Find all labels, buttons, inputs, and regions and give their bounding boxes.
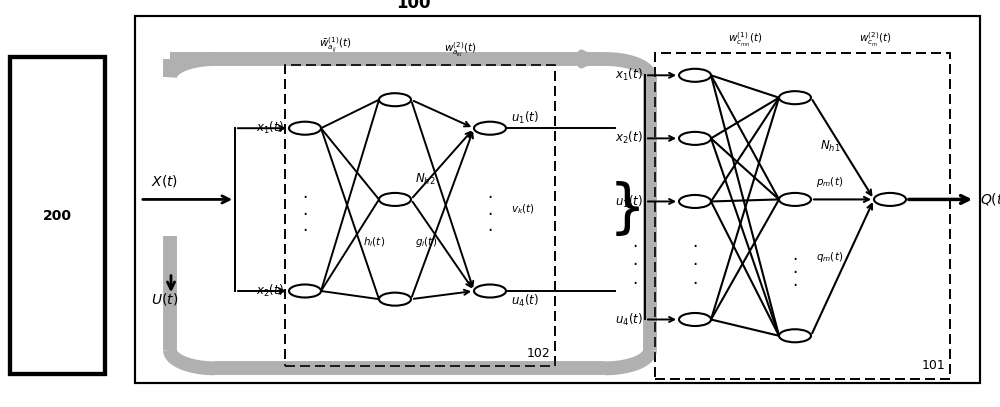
- Text: $h_i(t)$: $h_i(t)$: [363, 235, 385, 249]
- Text: $u_4(t)$: $u_4(t)$: [615, 311, 643, 328]
- Text: $U(t)$: $U(t)$: [151, 291, 179, 307]
- Circle shape: [289, 284, 321, 298]
- Text: .: .: [692, 270, 698, 288]
- Text: $Q(t)$: $Q(t)$: [980, 191, 1000, 208]
- Circle shape: [379, 293, 411, 306]
- Circle shape: [779, 329, 811, 342]
- Text: $q_m(t)$: $q_m(t)$: [816, 249, 843, 264]
- Circle shape: [874, 193, 906, 206]
- Text: .: .: [302, 184, 308, 202]
- Text: .: .: [632, 233, 638, 251]
- Bar: [135, 16, 980, 383]
- Text: $u_1(t)$: $u_1(t)$: [511, 110, 539, 126]
- Text: .: .: [692, 233, 698, 251]
- Text: .: .: [792, 271, 798, 290]
- Bar: [655, 53, 950, 379]
- Text: $u_4(t)$: $u_4(t)$: [511, 293, 539, 309]
- Bar: [10, 57, 105, 374]
- Circle shape: [474, 122, 506, 135]
- Text: $X(t)$: $X(t)$: [151, 173, 179, 189]
- Circle shape: [679, 313, 711, 326]
- Circle shape: [679, 132, 711, 145]
- Text: $x_1(t)$: $x_1(t)$: [256, 120, 284, 136]
- Text: .: .: [487, 184, 493, 202]
- Text: $g_i(t)$: $g_i(t)$: [415, 235, 437, 249]
- Text: .: .: [487, 217, 493, 235]
- Bar: [285, 65, 555, 366]
- Circle shape: [679, 69, 711, 82]
- Text: $p_m(t)$: $p_m(t)$: [816, 175, 843, 189]
- Text: $N_{h2}$: $N_{h2}$: [415, 171, 435, 187]
- Circle shape: [379, 193, 411, 206]
- Text: 102: 102: [526, 347, 550, 360]
- Text: 100: 100: [397, 0, 431, 12]
- Circle shape: [474, 284, 506, 298]
- Text: $w^{(1)}_{c_{mn}}(t)$: $w^{(1)}_{c_{mn}}(t)$: [728, 31, 762, 49]
- Text: .: .: [302, 201, 308, 219]
- Text: $u_1(t)$: $u_1(t)$: [615, 193, 643, 210]
- Text: 200: 200: [43, 209, 72, 223]
- Circle shape: [289, 122, 321, 135]
- Bar: [135, 16, 980, 383]
- Circle shape: [379, 93, 411, 106]
- Text: $x_2(t)$: $x_2(t)$: [615, 130, 643, 147]
- Text: .: .: [487, 201, 493, 219]
- Circle shape: [679, 195, 711, 208]
- Text: .: .: [692, 252, 698, 269]
- Bar: [285, 65, 555, 366]
- Bar: [10, 57, 105, 374]
- Text: $w^{(2)}_{a_{ki}}(t)$: $w^{(2)}_{a_{ki}}(t)$: [444, 41, 476, 59]
- Circle shape: [779, 193, 811, 206]
- Text: $\bar{w}^{(1)}_{a_{ij}}(t)$: $\bar{w}^{(1)}_{a_{ij}}(t)$: [319, 36, 351, 55]
- Text: .: .: [632, 270, 638, 288]
- Text: $x_1(t)$: $x_1(t)$: [615, 67, 643, 83]
- Text: $x_2(t)$: $x_2(t)$: [256, 283, 284, 299]
- Text: $v_k(t)$: $v_k(t)$: [511, 203, 535, 217]
- Text: $N_{h1}$: $N_{h1}$: [820, 139, 840, 154]
- Bar: [655, 53, 950, 379]
- Text: $w^{(2)}_{c_m}(t)$: $w^{(2)}_{c_m}(t)$: [859, 31, 891, 49]
- Circle shape: [779, 91, 811, 104]
- Text: .: .: [792, 245, 798, 264]
- Text: .: .: [792, 258, 798, 277]
- Text: .: .: [302, 217, 308, 235]
- Text: 101: 101: [921, 359, 945, 372]
- Text: .: .: [632, 252, 638, 269]
- Text: }: }: [608, 181, 646, 238]
